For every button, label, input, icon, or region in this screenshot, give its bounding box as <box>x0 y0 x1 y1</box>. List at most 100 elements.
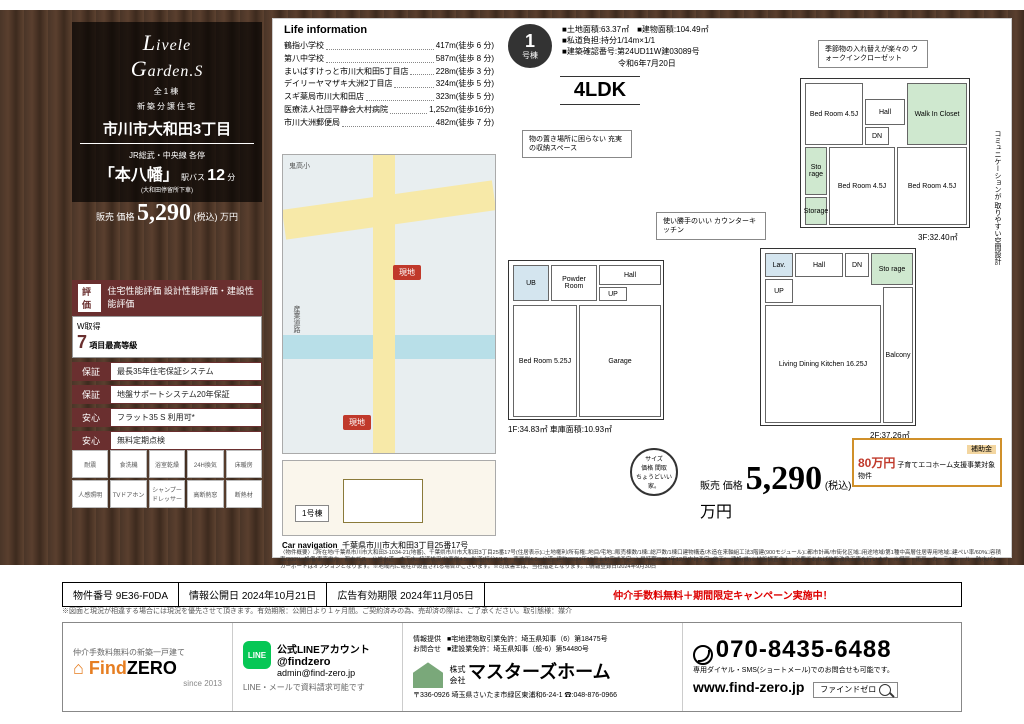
disclaimer: ※図面と現況が相違する場合には現況を優先させて頂きます。有効期限：公開日より１ヶ… <box>62 606 572 616</box>
price-value: 5,290 <box>746 460 823 497</box>
rating-pill: 保証最長35年住宅保証システム <box>72 362 262 381</box>
life-info-title: Life information <box>284 24 494 36</box>
room: Sto rage <box>871 253 913 285</box>
price-label: 販売 価格 <box>700 481 743 492</box>
feature-icon: 断熱材 <box>226 480 262 508</box>
map-pin-current: 現地 <box>343 415 371 430</box>
subsidy-box: 補助金 80万円 子育てエコホーム支援事業対象物件 <box>852 438 1002 487</box>
license1: ■宅地建物取引業免許：埼玉県知事（6）第18475号 <box>447 634 608 644</box>
carnav-label: Car navigation <box>282 541 338 550</box>
room: Balcony <box>883 287 913 423</box>
price-value: 5,290 <box>137 200 191 226</box>
unit-num: 1 <box>525 32 535 50</box>
company-logo-icon <box>413 662 443 688</box>
phone-number[interactable]: 070-8435-6488 <box>716 636 892 663</box>
fz-tagline: 仲介手数料無料の新築一戸建て <box>73 647 222 658</box>
fine-print: 〈物件概要〉□所在地/千葉県市川市大和田3-1034-21(地番)、千葉県市川市… <box>280 550 1008 571</box>
callout-kitchen: 使い勝手のいい カウンターキッチン <box>656 212 766 240</box>
callout-communication: コミュニケーションが 取りやすい空間設計 <box>988 130 1002 265</box>
ratings-sub: W取得 <box>77 321 257 332</box>
meta-campaign: 仲介手数料無料＋期間限定キャンペーン実施中！ <box>485 583 961 606</box>
phone-icon <box>693 645 713 665</box>
life-row: 市川大洲郵便局482m(徒歩 7 分) <box>284 117 494 130</box>
room: Hall <box>795 253 843 277</box>
site-plan: 1号棟 <box>282 460 496 536</box>
rating-pill: 保証地盤サポートシステム20年保証 <box>72 385 262 404</box>
mascot-text: ちょうどいい家。 <box>636 475 672 490</box>
meta-pubdate: 情報公開日 2024年10月21日 <box>179 583 327 606</box>
room: Storage <box>805 197 827 225</box>
line-note: LINE・メールで資料請求可能です <box>243 682 392 693</box>
room: Hall <box>599 265 661 285</box>
room: Lav. <box>765 253 793 277</box>
room: Bed Room 4.5J <box>829 147 895 225</box>
search-chip: ファインドゼロ <box>813 682 897 698</box>
line-icon: LINE <box>243 641 271 669</box>
room: Bed Room 4.5J <box>897 147 967 225</box>
price-unit: 万円 <box>700 504 732 521</box>
callout-wic: 季節物の入れ替えが楽々の ウォークインクローゼット <box>818 40 928 68</box>
phone-sub: 専用ダイヤル・SMS(ショートメール)でのお問合せも可能です。 <box>693 665 951 675</box>
map-label: 鬼高小 <box>289 161 310 171</box>
room: Sto rage <box>805 147 827 195</box>
station-note: (大和田停留所下車) <box>80 185 254 194</box>
fz-name1: Find <box>89 658 127 678</box>
brand-panel: LiveleGarden.S 全1棟 新築分譲住宅 市川市大和田3丁目 JR総武… <box>72 22 262 202</box>
feature-icon: 浴室乾燥 <box>149 450 185 478</box>
line-title: 公式LINEアカウント <box>277 641 370 656</box>
room: DN <box>845 253 869 277</box>
line-mail: admin@find-zero.jp <box>277 668 370 678</box>
room: Powder Room <box>551 265 597 301</box>
feature-icon-grid: 耐震食洗機浴室乾燥24H換気床暖房人感照明TVドアホンシャンプードレッサー高断熱… <box>72 450 262 508</box>
feature-icon: 食洗機 <box>110 450 146 478</box>
room: Bed Room 4.5J <box>805 83 863 145</box>
station-suffix: 駅バス <box>181 173 205 182</box>
life-row: スギ薬局市川大和田店323m(徒歩 5 分) <box>284 91 494 104</box>
life-row: 医療法人社団平静会大村病院1,252m(徒歩16分) <box>284 104 494 117</box>
footer-findzero: 仲介手数料無料の新築一戸建て ⌂ FindZERO since 2013 <box>63 623 233 711</box>
info-label: 情報提供 お問合せ <box>413 634 441 654</box>
station-name: 「本八幡」 <box>99 167 179 184</box>
room: UP <box>765 279 793 303</box>
feature-icon: 人感照明 <box>72 480 108 508</box>
floor-plan-3f: Bed Room 4.5JHallDNWalk In ClosetSto rag… <box>800 78 970 228</box>
website-url[interactable]: www.find-zero.jp <box>693 679 804 695</box>
company-addr: 〒336-0926 埼玉県さいたま市緑区東浦和6-24-1 ☎:048-876-… <box>413 690 672 700</box>
page: LiveleGarden.S 全1棟 新築分譲住宅 市川市大和田3丁目 JR総武… <box>0 0 1024 724</box>
ratings-body: W取得 7 項目最高等級 <box>72 316 262 358</box>
callout-storage: 物の置き場所に困らない 充実の収納スペース <box>522 130 632 158</box>
unit-spec-line: ■建築確認番号:第24UD11W建03089号 <box>562 46 709 57</box>
unit-header: 1 号棟 ■土地面積:63.37㎡ ■建物面積:104.49㎡■私道負担:持分1… <box>508 24 709 69</box>
ratings-grade-num: 7 <box>77 332 87 352</box>
site-unit-label: 1号棟 <box>295 505 329 522</box>
room: Hall <box>865 99 905 125</box>
company-row: 株式 会社 マスターズホーム <box>413 658 672 689</box>
floor-plan-1f: UBPowder RoomHall UP Bed Room 5.25JGarage <box>508 260 664 420</box>
mascot-badge: サイズ価格 間取ちょうどいい家。 <box>630 448 678 496</box>
life-info-list: 鶴指小学校417m(徒歩 6 分)第八中学校587m(徒歩 8 分)まいばすけっ… <box>284 40 494 130</box>
location-map: 鬼高小 産業道路 現地 現地 <box>282 154 496 454</box>
room: UP <box>599 287 627 301</box>
room: Living Dining Kitchen 16.25J <box>765 305 881 423</box>
line-id: @findzero <box>277 656 370 668</box>
floor-plan-2f: Lav.HallDNSto rage UPLiving Dining Kitche… <box>760 248 916 426</box>
room: Garage <box>579 305 661 417</box>
feature-icon: シャンプードレッサー <box>149 480 185 508</box>
brand-logo: LiveleGarden.S <box>80 30 254 82</box>
life-row: 鶴指小学校417m(徒歩 6 分) <box>284 40 494 53</box>
subsidy-amount: 80万円 <box>858 456 895 470</box>
room: Bed Room 5.25J <box>513 305 577 417</box>
price-row-left: 販売 価格 5,290 (税込) 万円 <box>80 200 254 227</box>
footer-company: 情報提供 お問合せ ■宅地建物取引業免許：埼玉県知事（6）第18475号 ■建設… <box>403 623 683 711</box>
room: UB <box>513 265 549 301</box>
unit-number-badge: 1 号棟 <box>508 24 552 68</box>
feature-icon: 耐震 <box>72 450 108 478</box>
ratings-badge: 評価 <box>78 284 101 312</box>
meta-bar: 物件番号 9E36-F0DA 情報公開日 2024年10月21日 広告有効期限 … <box>62 582 962 607</box>
site-lot <box>343 479 423 523</box>
life-row: まいばすけっと市川大和田5丁目店228m(徒歩 3 分) <box>284 66 494 79</box>
unit-spec-line: ■土地面積:63.37㎡ ■建物面積:104.49㎡ <box>562 24 709 35</box>
build-type: 新築分譲住宅 <box>80 101 254 112</box>
unit-spec-line: 令和6年7月20日 <box>562 58 709 69</box>
rating-pill: 安心無料定期点検 <box>72 431 262 450</box>
